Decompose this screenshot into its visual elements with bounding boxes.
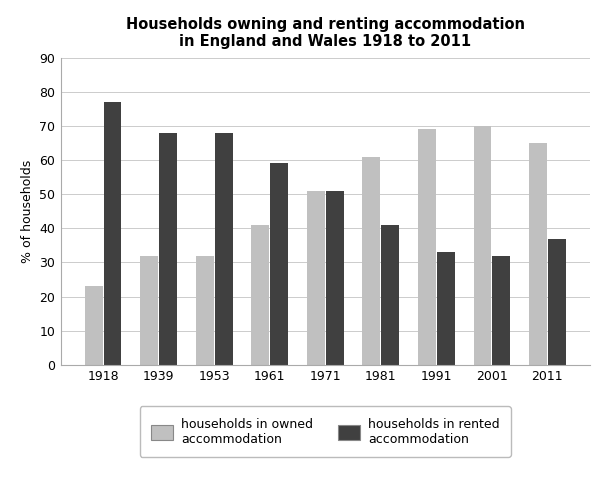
Bar	[437, 252, 455, 365]
Bar	[474, 126, 491, 365]
Bar	[85, 286, 103, 365]
Bar	[362, 156, 380, 365]
Legend: households in owned
accommodation, households in rented
accommodation: households in owned accommodation, house…	[140, 407, 511, 457]
Bar	[252, 225, 269, 365]
Title: Households owning and renting accommodation
in England and Wales 1918 to 2011: Households owning and renting accommodat…	[126, 17, 525, 49]
Bar	[529, 143, 547, 365]
Bar	[140, 255, 158, 365]
Bar	[492, 255, 510, 365]
Bar	[271, 163, 288, 365]
Bar	[307, 191, 325, 365]
Bar	[215, 132, 232, 365]
Bar	[418, 129, 436, 365]
Bar	[381, 225, 399, 365]
Bar	[196, 255, 213, 365]
Y-axis label: % of households: % of households	[21, 159, 33, 263]
Bar	[104, 102, 122, 365]
Bar	[326, 191, 344, 365]
Bar	[159, 132, 177, 365]
Bar	[548, 239, 565, 365]
